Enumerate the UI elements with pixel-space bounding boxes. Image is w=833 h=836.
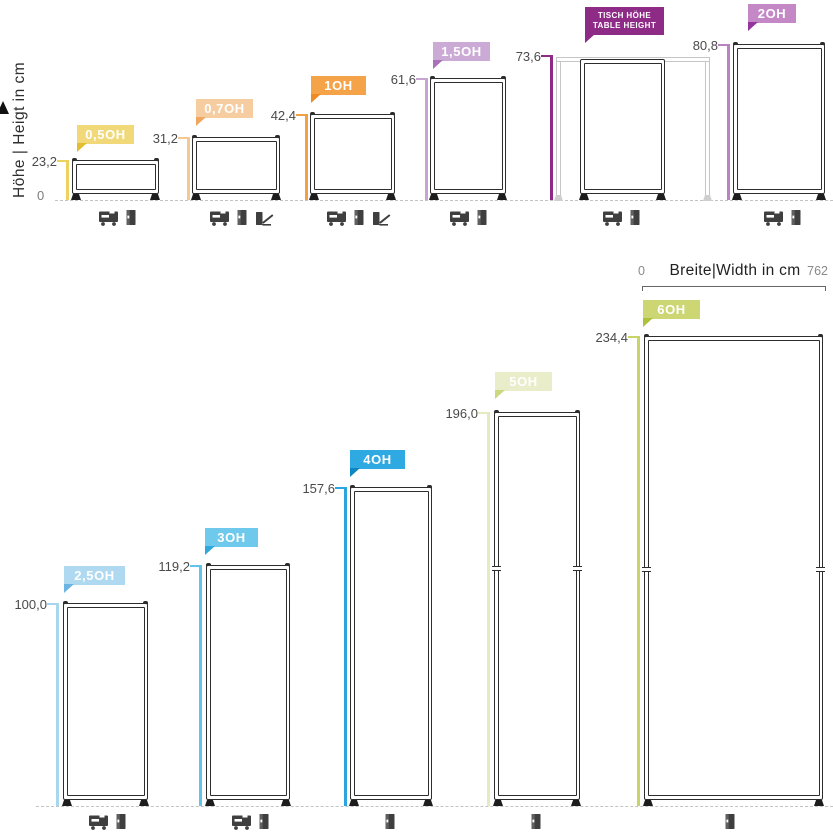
height-measure-2oh: 80,8 (693, 38, 730, 200)
width-ruler-line (642, 286, 826, 291)
binder-icon (791, 210, 801, 225)
width-min: 0 (638, 264, 645, 278)
size-label: 0,5OH (85, 127, 126, 142)
height-measure-table: 73,6 (516, 49, 553, 200)
width-axis-label: Breite|Width in cm (669, 262, 801, 279)
height-value: 42,4 (270, 108, 296, 123)
usage-icons (231, 813, 270, 830)
usage-icons (763, 209, 802, 226)
height-measure-5oh: 196,0 (445, 406, 490, 806)
size-label: 1,5OH (441, 44, 482, 59)
binder-icon (116, 814, 126, 829)
size-tag-5oh: 5OH (495, 372, 552, 399)
usage-icons (449, 209, 488, 226)
height-measure-0-7oh: 31,2 (153, 131, 190, 200)
usage-icons (602, 209, 641, 226)
height-measure-4oh: 157,6 (302, 481, 347, 806)
size-label: 6OH (657, 302, 686, 317)
size-label: TISCH HÖHE TABLE HEIGHT (592, 10, 657, 30)
binder-icon (630, 210, 640, 225)
usage-icons (88, 813, 127, 830)
height-value: 31,2 (152, 131, 178, 146)
sideboard-icon (210, 210, 229, 226)
usage-icons (530, 813, 542, 830)
sideboard-icon (764, 210, 783, 226)
usage-icons (98, 209, 137, 226)
height-value: 80,8 (692, 38, 718, 53)
usage-icons (724, 813, 736, 830)
height-axis-arrow-icon (0, 101, 9, 114)
size-label: 0,7OH (204, 101, 245, 116)
usage-icons (209, 209, 274, 226)
desk-icon (373, 212, 391, 226)
floor-line-bottom-row (36, 806, 833, 807)
height-value: 196,0 (445, 406, 478, 421)
binder-icon (354, 210, 364, 225)
cabinet-drawing-4oh (349, 484, 433, 806)
height-measure-6oh: 234,4 (595, 330, 640, 806)
height-measure-0-5oh: 23,2 (32, 154, 69, 200)
height-value: 61,6 (390, 72, 416, 87)
height-value: 73,6 (515, 49, 541, 64)
cabinet-drawing-3oh (205, 562, 291, 806)
height-value: 234,4 (595, 330, 628, 345)
table-frame-drawing (579, 59, 666, 200)
size-tag-1oh: 1OH (311, 76, 366, 103)
size-tag-4oh: 4OH (350, 450, 405, 477)
size-tag-0-7oh: 0,7OH (196, 99, 253, 126)
cabinet-drawing-2-5oh (62, 600, 149, 806)
cabinet-drawing-1-5oh (429, 75, 507, 200)
size-tag-table-height: TISCH HÖHE TABLE HEIGHT (585, 7, 664, 43)
sideboard-icon (99, 210, 118, 226)
desk-icon (256, 212, 274, 226)
height-axis-zero: 0 (37, 188, 45, 203)
height-value: 23,2 (31, 154, 57, 169)
cabinet-drawing-5oh (492, 409, 582, 806)
cabinet-drawing-6oh (642, 333, 825, 806)
binder-icon (531, 814, 541, 829)
size-label: 1OH (324, 78, 353, 93)
cabinet-drawing-0-7oh (191, 134, 281, 200)
usage-icons (326, 209, 391, 226)
size-tag-2oh: 2OH (748, 4, 796, 31)
size-tag-2-5oh: 2,5OH (64, 566, 125, 593)
height-value: 100,0 (14, 597, 47, 612)
height-axis-label: Höhe | Heigt in cm (11, 61, 28, 199)
height-measure-1oh: 42,4 (271, 108, 308, 200)
size-label: 3OH (217, 530, 246, 545)
size-tag-3oh: 3OH (205, 528, 258, 555)
usage-icons (384, 813, 396, 830)
height-measure-1-5oh: 61,6 (391, 72, 428, 200)
sideboard-icon (603, 210, 622, 226)
sideboard-icon (327, 210, 346, 226)
height-value: 119,2 (158, 559, 190, 574)
height-measure-3oh: 119,2 (158, 559, 202, 806)
sideboard-icon (450, 210, 469, 226)
sideboard-icon (89, 814, 108, 830)
size-label: 2,5OH (74, 568, 115, 583)
size-label: 4OH (363, 452, 392, 467)
height-measure-2-5oh: 100,0 (14, 597, 59, 806)
binder-icon (126, 210, 136, 225)
height-value: 157,6 (302, 481, 335, 496)
binder-icon (259, 814, 269, 829)
cabinet-drawing-1oh (309, 111, 396, 200)
size-label: 5OH (509, 374, 538, 389)
binder-icon (477, 210, 487, 225)
size-label: 2OH (757, 6, 787, 21)
cabinet-drawing-2oh (732, 41, 826, 200)
binder-icon (385, 814, 395, 829)
binder-icon (725, 814, 735, 829)
size-tag-6oh: 6OH (643, 300, 700, 327)
size-tag-1-5oh: 1,5OH (433, 42, 490, 69)
floor-line-top-row (55, 200, 833, 201)
binder-icon (237, 210, 247, 225)
width-ruler: 0 Breite|Width in cm 762 (636, 260, 828, 292)
sideboard-icon (232, 814, 251, 830)
width-max: 762 (807, 264, 828, 278)
size-tag-0-5oh: 0,5OH (77, 125, 134, 152)
cabinet-drawing-0-5oh (71, 157, 160, 200)
